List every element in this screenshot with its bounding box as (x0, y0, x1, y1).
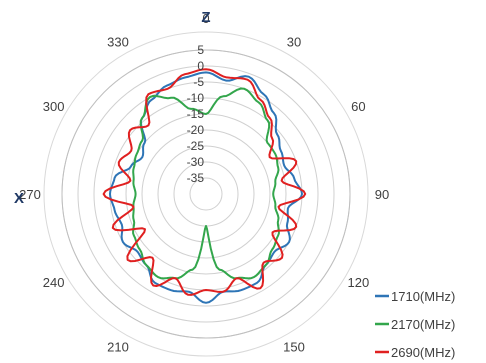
grid-ring (141, 129, 271, 259)
angle-tick-label: 30 (287, 35, 301, 50)
radial-tick-label: -15 (187, 107, 205, 121)
grid-ring (93, 81, 319, 307)
radial-tick-labels: 5 0 -5 -10 -15 -20 -25 -30 -35 (187, 43, 205, 185)
radial-tick-label: -25 (187, 139, 205, 153)
grid-ring (61, 49, 351, 339)
series-line-1 (109, 71, 303, 304)
radial-tick-label: -30 (187, 155, 205, 169)
radial-tick-label: 0 (197, 59, 204, 73)
grid-ring (189, 177, 223, 211)
polar-grid (43, 31, 369, 357)
legend: 1710(MHz) 2170(MHz) 2690(MHz) (375, 289, 455, 360)
angle-tick-label: 150 (283, 339, 305, 354)
legend-label: 1710(MHz) (391, 289, 455, 304)
series-line-2 (132, 87, 280, 280)
series-lines (102, 68, 307, 304)
angle-tick-label: 120 (348, 275, 370, 290)
legend-label: 2170(MHz) (391, 317, 455, 332)
angle-tick-label: 60 (351, 99, 365, 114)
angle-tick-label: 300 (43, 99, 65, 114)
outer-rim (43, 31, 369, 357)
angle-tick-label: 0 (202, 11, 209, 26)
angle-tick-label: 330 (107, 35, 129, 50)
grid-ring (157, 145, 255, 243)
radial-tick-label: -35 (187, 171, 205, 185)
angle-tick-labels: 0306090120150180210240270300330 (19, 11, 389, 354)
grid-ring (77, 65, 335, 323)
axis-name-left: X (14, 190, 24, 207)
angle-tick-label: 240 (43, 275, 65, 290)
radial-tick-label: -20 (187, 123, 205, 137)
angle-tick-label: 210 (107, 339, 129, 354)
grid-ring (125, 113, 287, 275)
grid-ring (173, 161, 239, 227)
radial-tick-label: 5 (197, 43, 204, 57)
axis-name-top: Z (201, 9, 210, 26)
angle-tick-label: 270 (19, 187, 41, 202)
radial-tick-label: -5 (193, 75, 204, 89)
series-line-3 (102, 68, 307, 296)
angle-tick-label: 90 (375, 187, 389, 202)
legend-label: 2690(MHz) (391, 345, 455, 360)
grid-ring-outer (61, 49, 351, 339)
radial-tick-label: -10 (187, 91, 205, 105)
